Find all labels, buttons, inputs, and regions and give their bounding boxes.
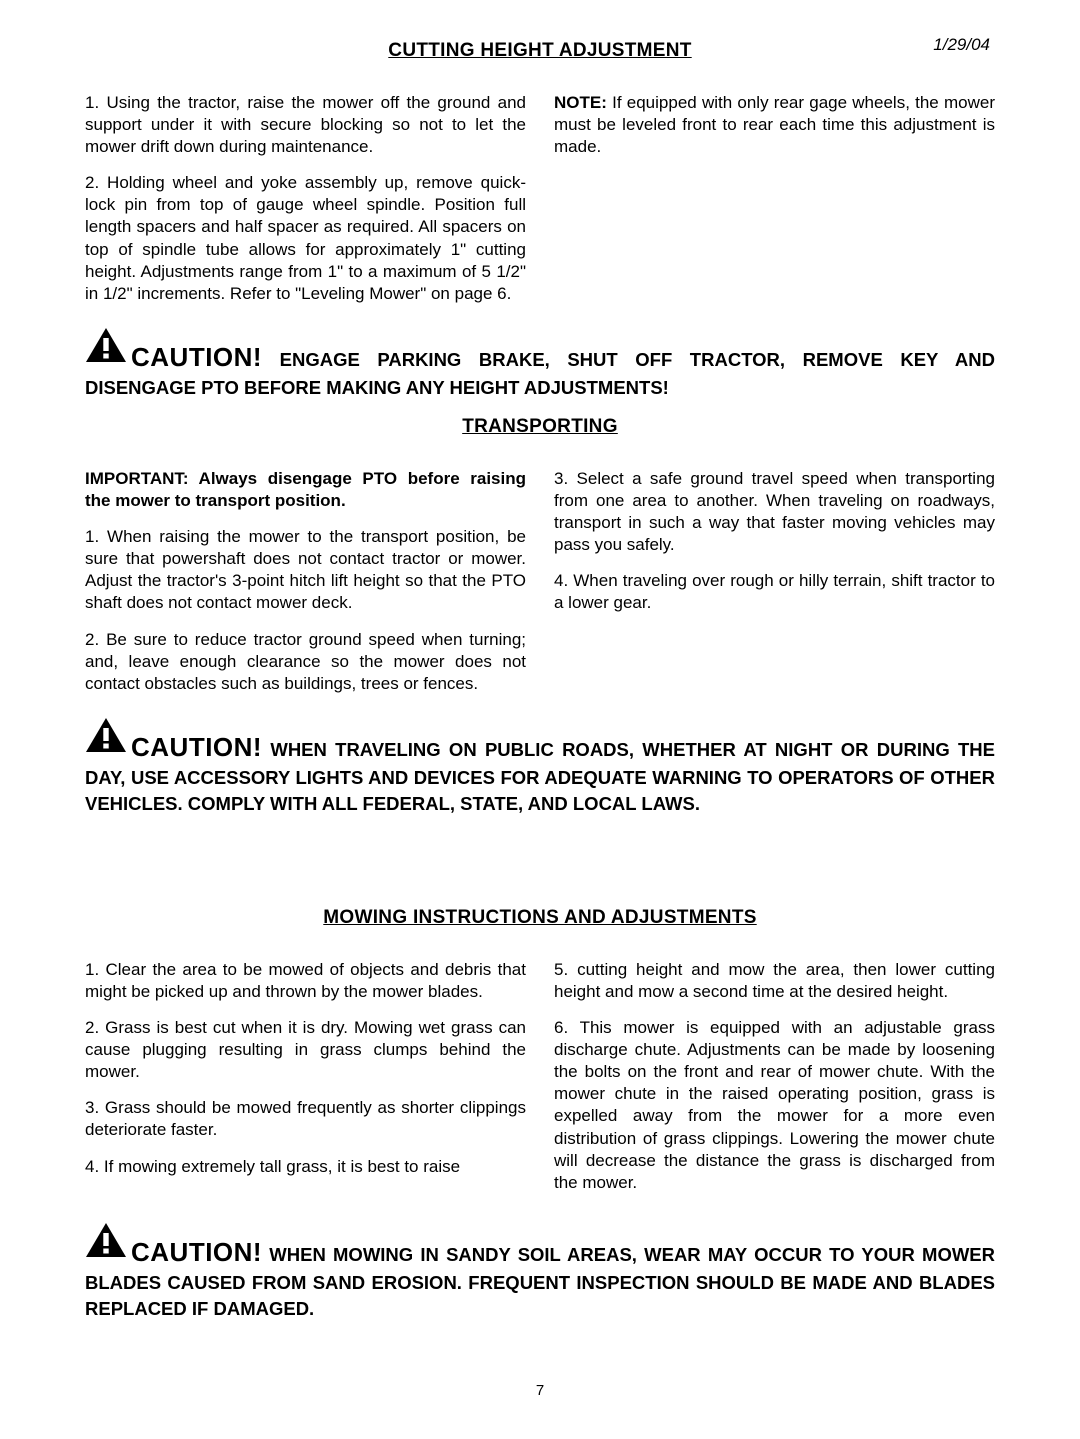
cutting-heading: CUTTING HEIGHT ADJUSTMENT xyxy=(85,40,995,62)
mowing-caution: CAUTION! When mowing in sandy soil areas… xyxy=(85,1222,995,1322)
mowing-p4: 4. If mowing extremely tall grass, it is… xyxy=(85,1156,526,1178)
note-label: NOTE: xyxy=(554,93,607,112)
cutting-note: NOTE: If equipped with only rear gage wh… xyxy=(554,92,995,158)
transporting-heading: TRANSPORTING xyxy=(85,416,995,438)
warning-triangle-icon xyxy=(85,717,127,760)
caution-word: CAUTION! xyxy=(131,342,262,372)
transporting-p4: 4. When traveling over rough or hilly te… xyxy=(554,570,995,614)
cutting-body: 1. Using the tractor, raise the mower of… xyxy=(85,92,995,305)
mowing-body: 1. Clear the area to be mowed of objects… xyxy=(85,959,995,1200)
warning-triangle-icon xyxy=(85,327,127,370)
transporting-p2: 2. Be sure to reduce tractor ground spee… xyxy=(85,629,526,695)
transporting-p3: 3. Select a safe ground travel speed whe… xyxy=(554,468,995,556)
transporting-important: IMPORTANT: Always disengage PTO before r… xyxy=(85,468,526,512)
page-number: 7 xyxy=(85,1382,995,1399)
mowing-p2: 2. Grass is best cut when it is dry. Mow… xyxy=(85,1017,526,1083)
cutting-caution: CAUTION! Engage parking brake, shut off … xyxy=(85,327,995,401)
cutting-p1: 1. Using the tractor, raise the mower of… xyxy=(85,92,526,158)
transporting-p1: 1. When raising the mower to the transpo… xyxy=(85,526,526,614)
transporting-caution: CAUTION! When traveling on public roads,… xyxy=(85,717,995,817)
note-text: If equipped with only rear gage wheels, … xyxy=(554,93,995,156)
warning-triangle-icon xyxy=(85,1222,127,1265)
mowing-p6: 6. This mower is equipped with an adjust… xyxy=(554,1017,995,1194)
mowing-p3: 3. Grass should be mowed frequently as s… xyxy=(85,1097,526,1141)
caution-word: CAUTION! xyxy=(131,1237,262,1267)
manual-page: 1/29/04 CUTTING HEIGHT ADJUSTMENT 1. Usi… xyxy=(0,0,1080,1439)
page-date: 1/29/04 xyxy=(933,35,990,55)
cutting-p2: 2. Holding wheel and yoke assembly up, r… xyxy=(85,172,526,305)
transporting-body: IMPORTANT: Always disengage PTO before r… xyxy=(85,468,995,695)
mowing-p5: 5. cutting height and mow the area, then… xyxy=(554,959,995,1003)
mowing-heading: MOWING INSTRUCTIONS AND ADJUSTMENTS xyxy=(85,907,995,929)
caution-word: CAUTION! xyxy=(131,732,262,762)
mowing-p1: 1. Clear the area to be mowed of objects… xyxy=(85,959,526,1003)
